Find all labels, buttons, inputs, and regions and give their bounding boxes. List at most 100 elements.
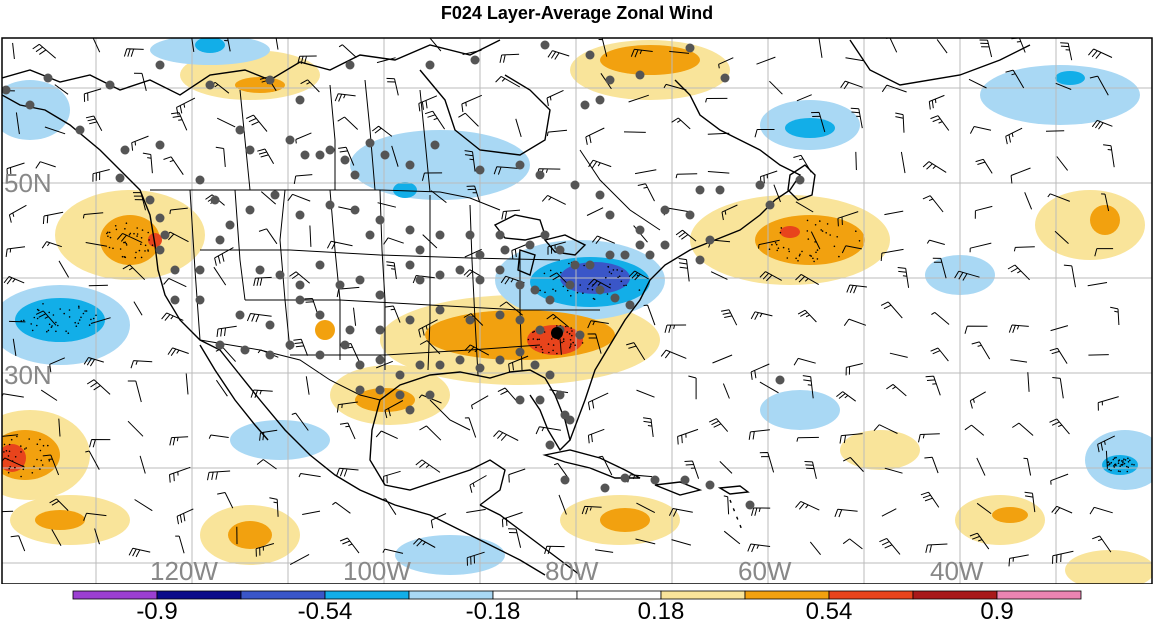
- station-dot: [425, 60, 435, 70]
- wind-barb: [458, 112, 479, 127]
- wind-barb: [298, 473, 321, 478]
- station-dot: [25, 100, 35, 110]
- wind-barb: [15, 112, 20, 135]
- station-dot: [120, 145, 130, 155]
- stipple-dot: [638, 289, 641, 291]
- stipple-dot: [562, 340, 565, 343]
- wind-barb: [588, 278, 611, 289]
- station-dot: [345, 60, 355, 70]
- wind-barb: [1101, 193, 1110, 212]
- station-dot: [535, 170, 545, 180]
- wind-barb: [207, 470, 231, 481]
- wind-barb: [975, 158, 993, 174]
- stipple-dot: [128, 234, 131, 236]
- station-dot: [405, 260, 415, 270]
- wind-barb: [377, 202, 397, 208]
- station-dot: [195, 265, 205, 275]
- wind-barb: [546, 129, 568, 137]
- wind-barb: [375, 430, 398, 440]
- stipple-dot: [571, 330, 573, 332]
- wind-barb: [598, 38, 608, 57]
- wind-barb: [1088, 48, 1113, 59]
- stipple-dot: [23, 319, 25, 322]
- wind-barb: [924, 456, 939, 474]
- stipple-dot: [777, 247, 780, 249]
- stipple-dot: [52, 314, 55, 316]
- stipple-dot: [1133, 464, 1135, 466]
- wind-barb: [297, 55, 317, 65]
- wind-barb: [643, 304, 656, 326]
- wind-barb: [842, 456, 864, 472]
- station-dot: [355, 385, 365, 395]
- strong-positive-region: [755, 215, 865, 265]
- wind-barb: [515, 118, 522, 138]
- wind-barb: [175, 535, 185, 554]
- stipple-dot: [810, 255, 812, 257]
- wind-barb: [1087, 282, 1108, 287]
- wind-barb: [169, 436, 189, 446]
- stipple-dot: [565, 325, 567, 328]
- station-dot: [295, 295, 305, 305]
- wind-barb: [353, 307, 357, 326]
- wind-barb: [501, 209, 521, 220]
- station-dot: [235, 310, 245, 320]
- wind-barb: [127, 380, 142, 403]
- stipple-dot: [92, 317, 95, 320]
- wind-barb: [169, 466, 191, 483]
- wind-barb: [547, 50, 570, 60]
- wind-barb: [544, 545, 565, 555]
- wind-barb: [1024, 491, 1036, 513]
- wind-barb: [925, 543, 948, 553]
- stipple-dot: [816, 258, 819, 260]
- wind-barb: [8, 204, 27, 223]
- stipple-dot: [782, 246, 785, 249]
- station-dot: [335, 280, 345, 290]
- stipple-dot: [788, 250, 790, 253]
- stipple-dot: [569, 346, 571, 349]
- wind-barb: [586, 207, 604, 216]
- map-frame: [1, 37, 1153, 584]
- wind-barb: [413, 538, 436, 548]
- wind-barb: [546, 313, 569, 328]
- stipple-dot: [144, 244, 147, 247]
- stipple-dot: [114, 225, 117, 227]
- wind-barb: [12, 338, 17, 356]
- wind-barb: [918, 433, 940, 443]
- stipple-dot: [51, 325, 53, 327]
- stipple-dot: [538, 338, 540, 341]
- negative-anomaly-region: [230, 420, 330, 460]
- wind-barb: [58, 418, 61, 437]
- lon-label-40w: 40W: [930, 556, 984, 584]
- stipple-dot: [539, 289, 541, 292]
- station-dot: [155, 60, 165, 70]
- wind-barb: [385, 305, 401, 323]
- wind-barb: [721, 309, 738, 326]
- wind-barb: [881, 84, 907, 93]
- wind-barb: [216, 117, 236, 128]
- stipple-dot: [583, 264, 585, 267]
- wind-barb: [795, 500, 820, 511]
- station-dot: [375, 385, 385, 395]
- stipple-dot: [549, 269, 552, 272]
- station-dot: [405, 225, 415, 235]
- stipple-dot: [47, 444, 49, 447]
- station-dot: [525, 240, 535, 250]
- wind-barb: [587, 428, 605, 444]
- station-dot: [595, 95, 605, 105]
- stipple-dot: [42, 444, 45, 447]
- wind-barb: [295, 132, 312, 144]
- wind-barb: [895, 112, 905, 133]
- wind-barb: [1008, 554, 1029, 567]
- stipple-dot: [147, 231, 149, 234]
- stipple-dot: [775, 243, 778, 246]
- stipple-dot: [3, 451, 5, 453]
- station-dot: [475, 275, 485, 285]
- wind-barb: [976, 502, 992, 515]
- wind-barb: [1049, 347, 1068, 364]
- stipple-dot: [570, 295, 572, 297]
- wind-barb: [92, 38, 101, 53]
- station-dot: [275, 270, 285, 280]
- stipple-dot: [88, 324, 91, 326]
- stipple-dot: [136, 235, 138, 237]
- wind-barb: [636, 389, 655, 398]
